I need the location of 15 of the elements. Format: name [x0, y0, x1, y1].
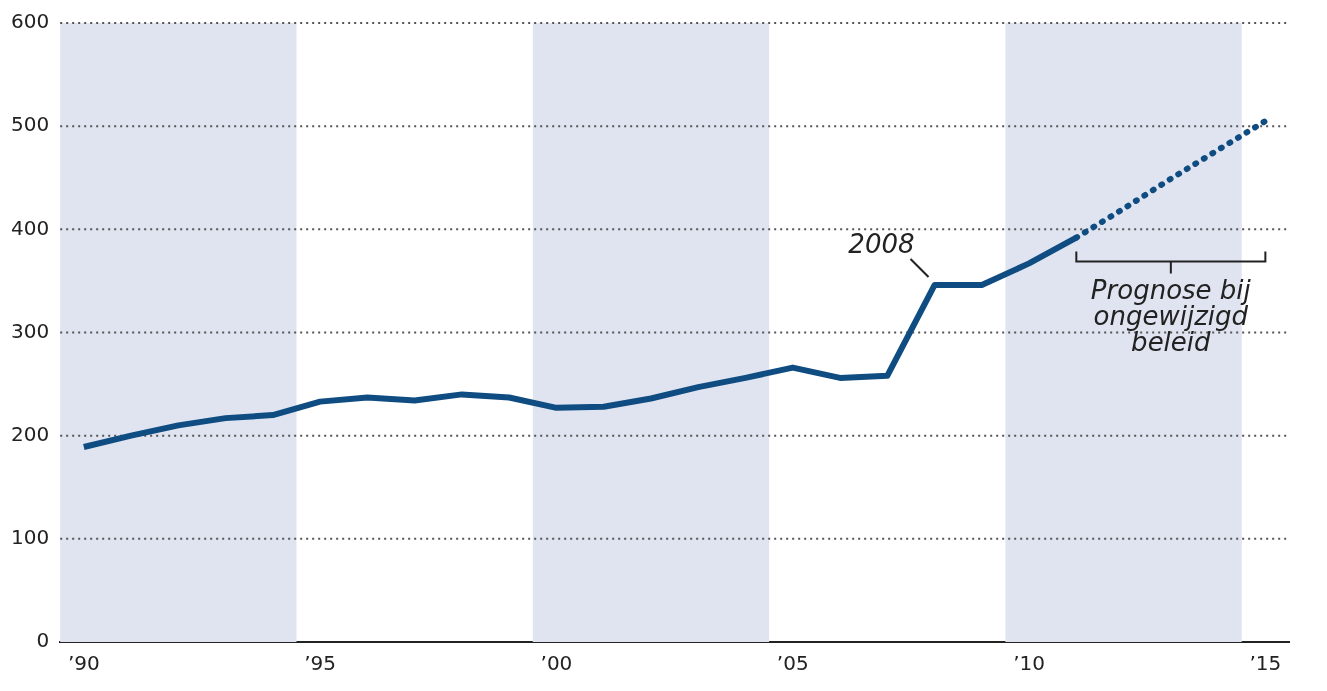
- annotation: 2008: [848, 228, 915, 259]
- annotation: Prognose bij ongewijzigd beleid: [1090, 275, 1252, 358]
- x-tick-label: ’05: [776, 651, 809, 676]
- x-tick-label: ’00: [540, 651, 573, 676]
- y-tick-label: 100: [10, 525, 50, 550]
- x-tick-label: ’10: [1013, 651, 1045, 676]
- y-tick-label: 300: [10, 318, 50, 343]
- x-tick-label: ’15: [1249, 651, 1282, 676]
- y-tick-label: 400: [10, 215, 50, 240]
- x-tick-label: ’95: [304, 651, 337, 676]
- y-tick-label: 600: [10, 9, 50, 34]
- x-tick-label: ’90: [67, 651, 100, 676]
- y-tick-label: 500: [10, 112, 50, 137]
- y-tick-label: 0: [36, 628, 50, 653]
- y-tick-label: 200: [10, 421, 50, 446]
